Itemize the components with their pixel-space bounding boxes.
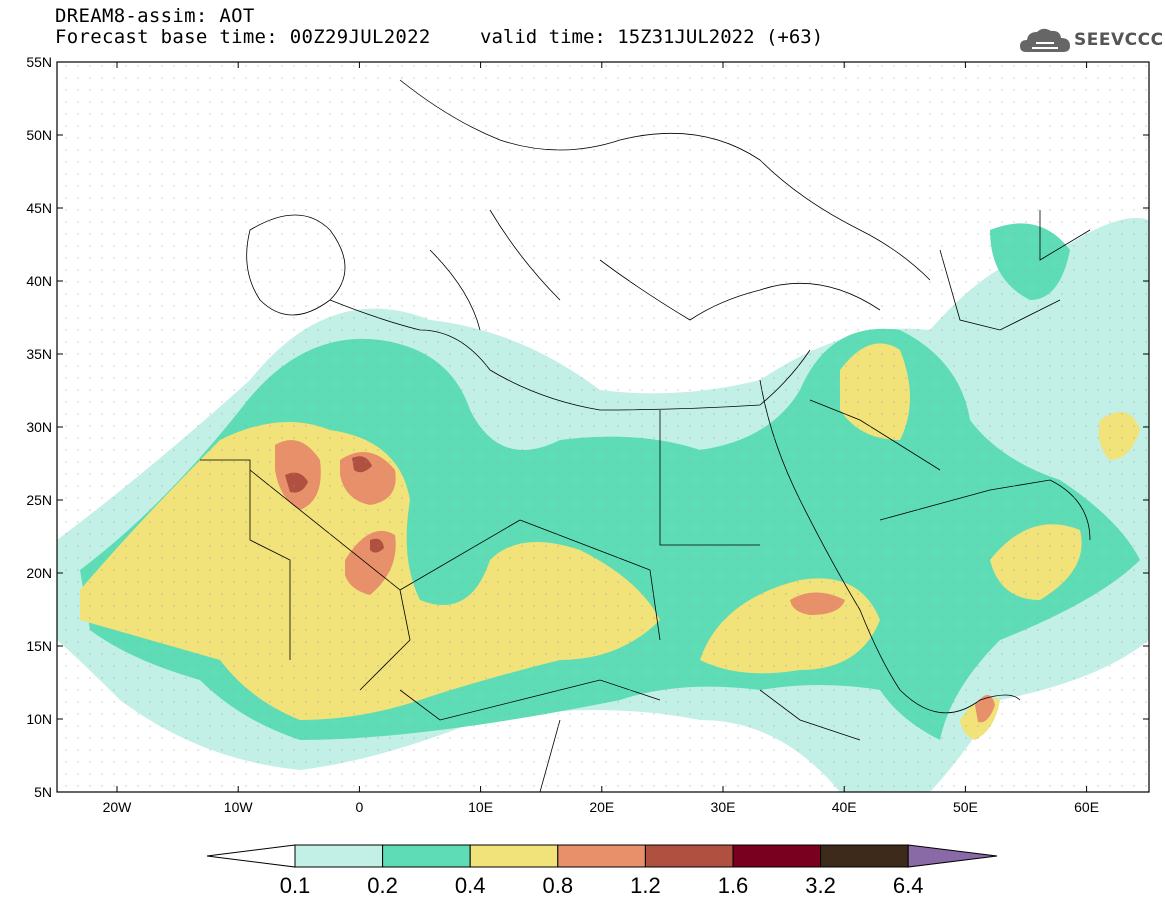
colorbar-label: 1.2: [630, 873, 661, 898]
lon-label: 10E: [468, 799, 493, 815]
colorbar-over-arrow: [907, 844, 998, 868]
lat-label: 20N: [26, 565, 52, 581]
forecast-base-time: Forecast base time: 00Z29JUL2022: [55, 26, 431, 48]
lon-label: 20E: [589, 799, 614, 815]
colorbar-label: 0.4: [455, 873, 486, 898]
colorbar-segment: [382, 844, 471, 868]
valid-time: valid time: 15Z31JUL2022 (+63): [480, 26, 824, 48]
seevccc-logo: SEEVCCC: [1018, 22, 1163, 62]
colorbar-segment: [644, 844, 734, 868]
lat-label: 50N: [26, 127, 52, 143]
lon-label: 40E: [832, 799, 857, 815]
colorbar-label: 0.2: [367, 873, 398, 898]
cloud-icon: [1020, 28, 1070, 52]
map-title: DREAM8-assim: AOT: [55, 5, 255, 27]
lon-label: 0: [356, 799, 364, 815]
longitude-ticks: 20W 10W 0 10E 20E 30E 40E 50E 60E: [103, 62, 1099, 815]
lat-label: 10N: [26, 711, 52, 727]
colorbar-segment: [557, 844, 646, 868]
lon-label: 60E: [1074, 799, 1099, 815]
colorbar-label: 1.6: [718, 873, 749, 898]
lat-label: 5N: [34, 784, 52, 800]
lat-label: 30N: [26, 419, 52, 435]
colorbar-label: 0.1: [280, 873, 311, 898]
lon-label: 30E: [711, 799, 736, 815]
colorbar-under-arrow: [206, 844, 296, 868]
logo-text: SEEVCCC: [1074, 30, 1164, 50]
lat-label: 15N: [26, 638, 52, 654]
lon-label: 50E: [953, 799, 978, 815]
colorbar-label: 3.2: [805, 873, 836, 898]
lon-label: 20W: [103, 799, 133, 815]
lat-label: 40N: [26, 273, 52, 289]
colorbar-label: 6.4: [893, 873, 924, 898]
colorbar-segment: [469, 844, 559, 868]
lat-label: 45N: [26, 200, 52, 216]
lat-label: 55N: [26, 54, 52, 70]
latitude-ticks: 55N 50N 45N 40N 35N 30N 25N 20N 15N 10N 5N: [26, 54, 1149, 800]
lat-label: 35N: [26, 346, 52, 362]
colorbar-label: 0.8: [543, 873, 574, 898]
lon-label: 10W: [224, 799, 254, 815]
colorbar-segment: [294, 844, 384, 868]
colorbar: 0.1 0.2 0.4 0.8 1.2 1.6 3.2 6.4: [206, 844, 998, 898]
colorbar-segment: [820, 844, 909, 868]
lat-label: 25N: [26, 492, 52, 508]
map-area: [57, 62, 1149, 792]
colorbar-segment: [732, 844, 822, 868]
